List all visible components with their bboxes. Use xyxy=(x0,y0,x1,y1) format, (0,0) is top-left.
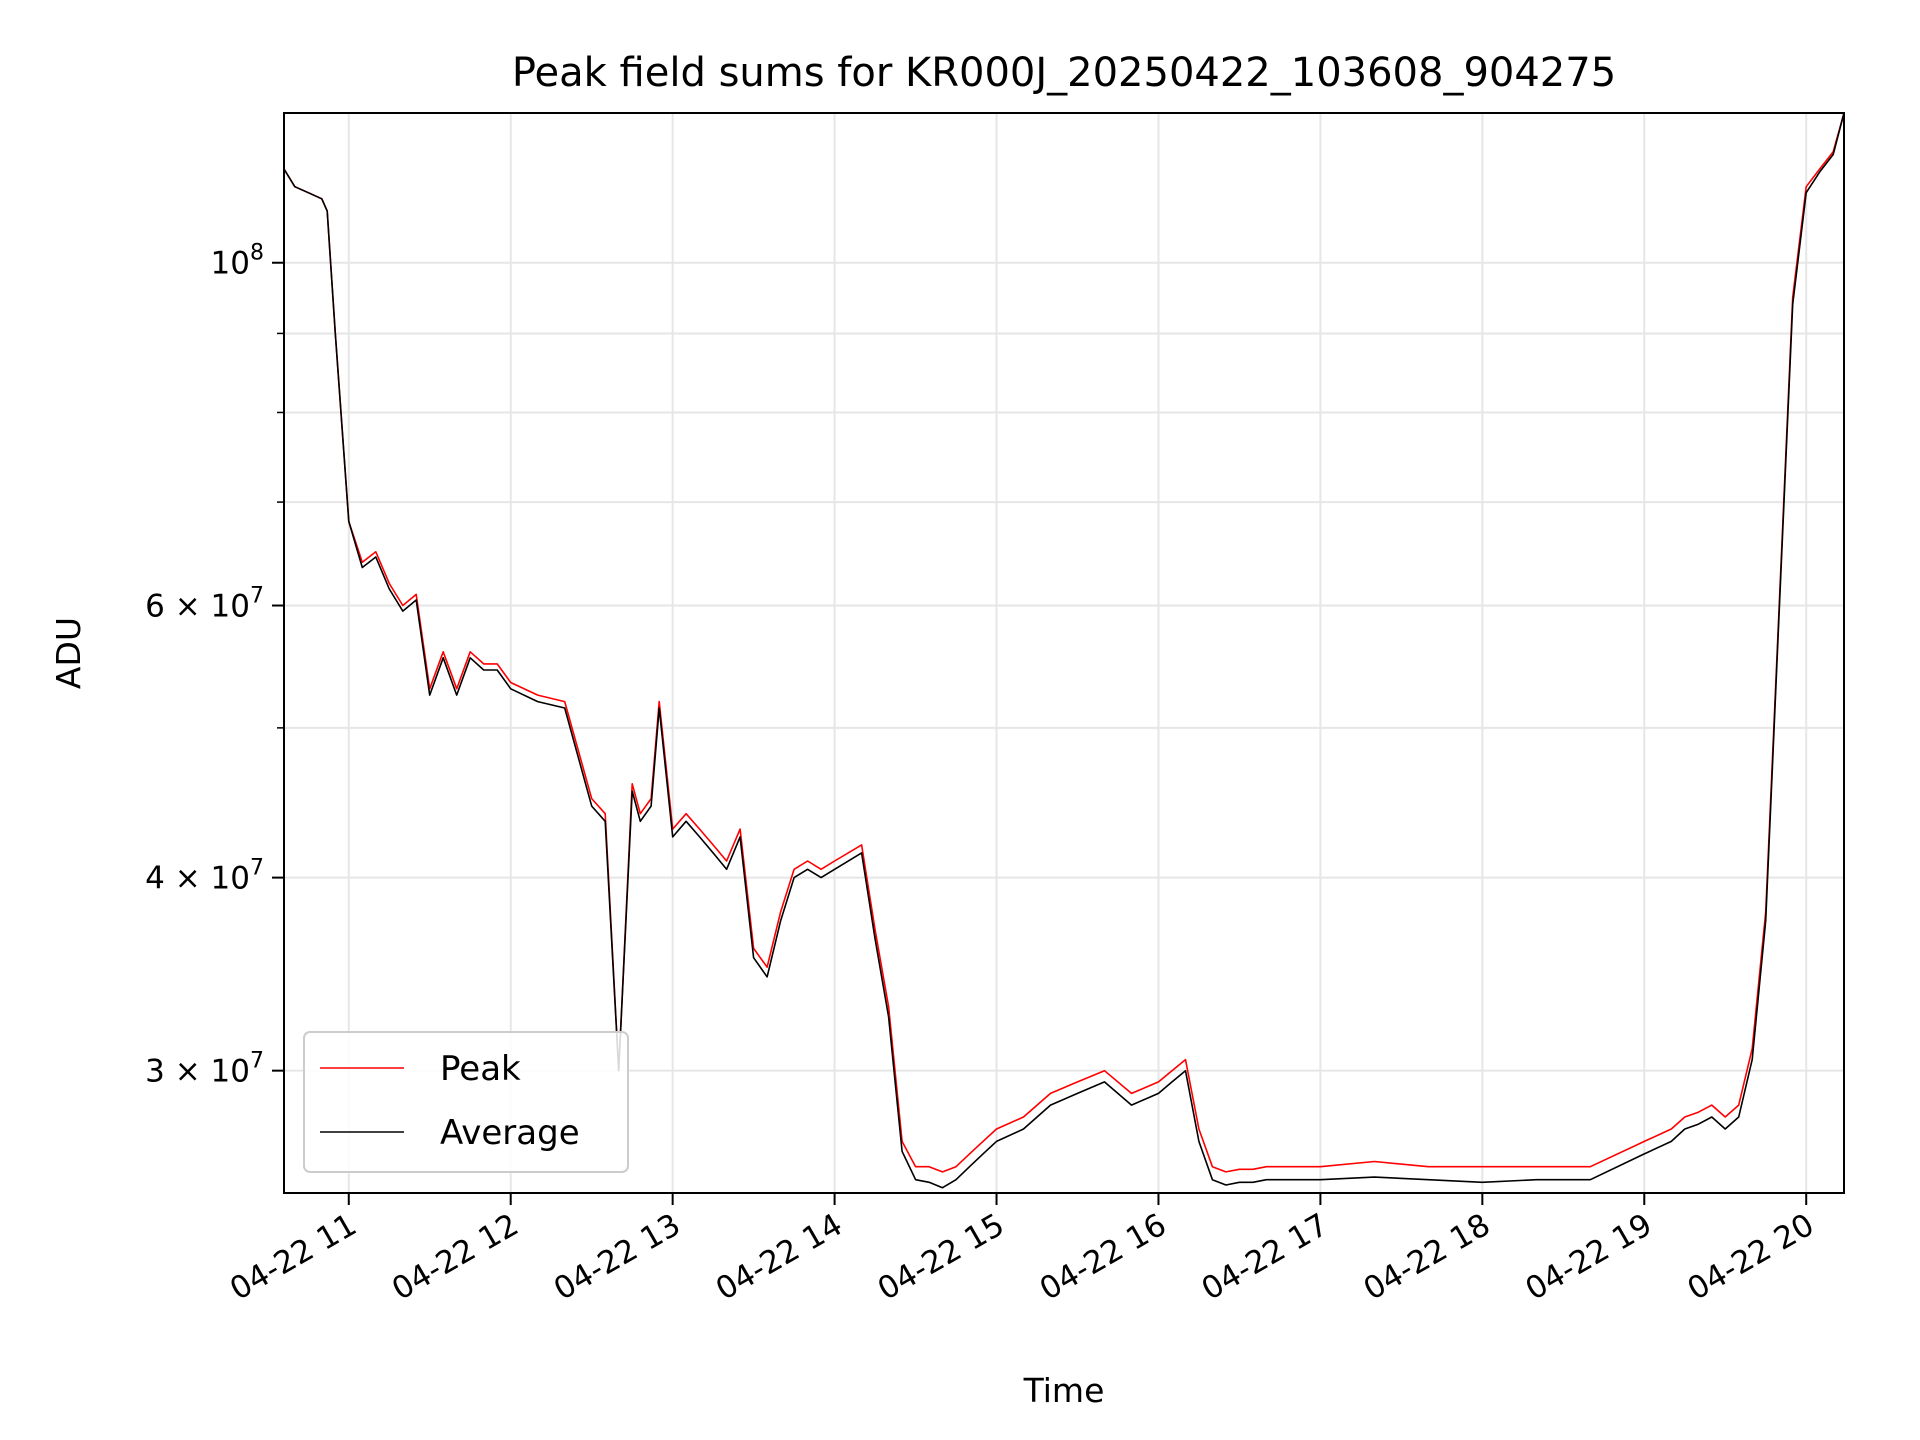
y-axis-title: ADU xyxy=(49,617,88,689)
series-line-average xyxy=(283,112,1845,1189)
y-tick-label: 108 xyxy=(211,241,264,282)
grid xyxy=(284,113,1844,1193)
y-tick-label: 3 × 107 xyxy=(145,1049,264,1090)
plot-frame xyxy=(283,112,1845,1194)
y-tick-label: 4 × 107 xyxy=(145,856,264,897)
legend-label-average: Average xyxy=(440,1113,580,1153)
legend: Peak Average xyxy=(303,1031,629,1173)
series-layer xyxy=(283,112,1845,1189)
legend-box xyxy=(303,1031,629,1173)
chart-title: Peak field sums for KR000J_20250422_1036… xyxy=(512,50,1616,96)
legend-label-peak: Peak xyxy=(440,1049,521,1089)
x-axis-title: Time xyxy=(1023,1371,1105,1410)
series-line-peak xyxy=(283,112,1845,1173)
y-tick-label: 6 × 107 xyxy=(145,584,264,625)
